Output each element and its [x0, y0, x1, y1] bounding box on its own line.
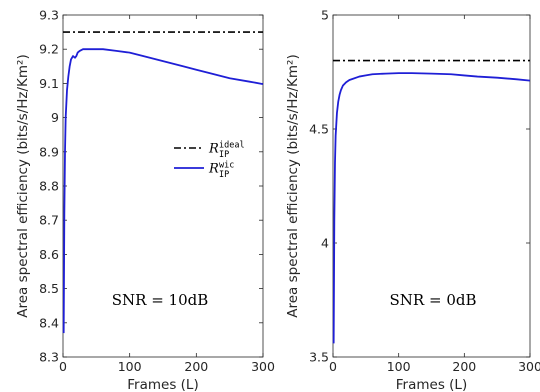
y-tick-label: 8.3	[39, 350, 59, 365]
snr-annotation: SNR = 10dB	[112, 291, 209, 309]
x-tick-label: 100	[387, 359, 411, 374]
legend-subscript: IP	[219, 150, 229, 160]
x-tick-label: 0	[329, 359, 337, 374]
legend-subscript: IP	[219, 170, 229, 180]
chart-panel-2: 3.5 4 4.5 5 0 100 200 300 Frames (L) Area spectra…	[285, 8, 540, 392]
y-tick-label: 8.5	[39, 281, 59, 296]
y-tick-label: 8.6	[39, 247, 59, 262]
y-tick-label: 3.5	[309, 350, 329, 365]
legend-superscript: wic	[219, 161, 234, 171]
x-tick-label: 200	[452, 359, 476, 374]
x-tick-label: 200	[184, 359, 208, 374]
legend-superscript: ideal	[219, 141, 245, 151]
y-tick-label: 4.5	[309, 122, 329, 137]
y-tick-label: 9.1	[39, 76, 59, 91]
series-line-wic	[332, 72, 531, 344]
y-tick-label: 9.3	[39, 8, 59, 23]
series-line-wic	[62, 48, 264, 334]
y-tick-label: 9	[51, 110, 59, 125]
snr-annotation: SNR = 0dB	[390, 291, 477, 309]
y-tick-label: 9.2	[39, 42, 59, 57]
y-tick-label: 5	[321, 8, 329, 23]
y-tick-label: 8.9	[39, 144, 59, 159]
legend-label-ideal: R	[208, 142, 219, 157]
x-axis-label: Frames (L)	[127, 377, 198, 392]
y-tick-label: 8.4	[39, 315, 59, 330]
chart-panel-1: 8.3 8.4 8.5 8.6 8.7 8.8 8.9 9 9.1 9.2 9.3 0 100 200 30…	[15, 8, 275, 392]
y-tick-label: 4	[321, 236, 329, 251]
plot-area-frame	[332, 14, 531, 358]
x-tick-label: 300	[518, 359, 540, 374]
y-axis-label: Area spectral efficiency (bits/s/Hz/Km²)	[285, 54, 301, 317]
x-tick-label: 300	[251, 359, 275, 374]
x-axis-label: Frames (L)	[396, 377, 467, 392]
x-tick-label: 100	[118, 359, 142, 374]
y-tick-label: 8.8	[39, 179, 59, 194]
y-axis-label: Area spectral efficiency (bits/s/Hz/Km²)	[15, 54, 31, 317]
x-tick-label: 0	[59, 359, 67, 374]
y-tick-label: 8.7	[39, 213, 59, 228]
legend-label-wic: R	[208, 162, 219, 177]
